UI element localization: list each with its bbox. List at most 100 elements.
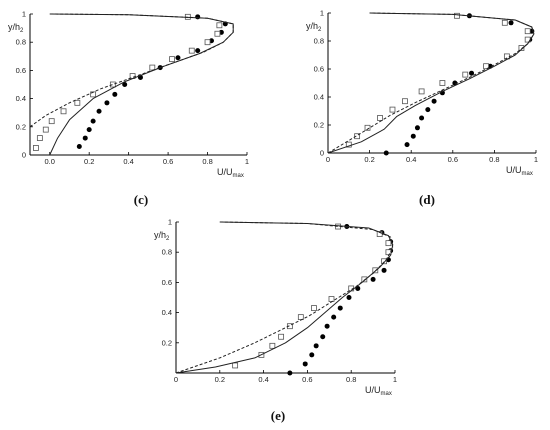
filled-circle-point bbox=[112, 91, 118, 97]
filled-circle-point bbox=[508, 20, 514, 26]
filled-circle-point bbox=[383, 150, 389, 156]
x-axis-label: U/Umax bbox=[506, 165, 533, 177]
open-square-point bbox=[418, 88, 425, 95]
filled-circle-point bbox=[90, 118, 96, 124]
y-tick-label: 1 bbox=[320, 9, 324, 18]
open-square-point bbox=[439, 80, 446, 86]
y-tick-label: 1 bbox=[168, 218, 172, 227]
y-tick-label: 0 bbox=[320, 149, 324, 158]
y-tick-label: 0 bbox=[22, 151, 26, 160]
filled-circle-point bbox=[287, 370, 293, 376]
open-square-point bbox=[269, 342, 276, 349]
filled-circle-point bbox=[324, 323, 330, 329]
open-square-point bbox=[501, 19, 508, 26]
x-tick-label: 0.8 bbox=[489, 155, 499, 164]
dashed-curve bbox=[327, 12, 535, 154]
x-axis-label-sub: max bbox=[233, 173, 244, 179]
panel-label-e: (e) bbox=[271, 408, 285, 423]
y-tick-label: 0.6 bbox=[16, 66, 26, 75]
filled-circle-point bbox=[331, 314, 337, 320]
open-square-point bbox=[345, 141, 352, 148]
x-tick-label: 0.6 bbox=[302, 375, 312, 384]
y-tick-label: 0.6 bbox=[162, 278, 172, 287]
x-tick-label: 1 bbox=[393, 375, 397, 384]
x-tick-label: 0.2 bbox=[84, 157, 94, 166]
x-axis-label-sub: max bbox=[522, 171, 533, 177]
open-square-point bbox=[328, 296, 335, 302]
open-square-point bbox=[402, 98, 408, 105]
filled-circle-point bbox=[452, 80, 458, 86]
y-tick-label: 0.2 bbox=[162, 338, 172, 347]
filled-circle-point bbox=[414, 125, 420, 131]
open-square-point bbox=[372, 267, 379, 274]
x-tick-label: 0.4 bbox=[123, 157, 133, 166]
filled-circle-point bbox=[381, 267, 387, 273]
dashed-curve bbox=[175, 221, 394, 374]
open-square-point bbox=[518, 45, 525, 51]
x-tick-label: 0.0 bbox=[45, 157, 55, 166]
filled-circle-point bbox=[104, 100, 110, 106]
y-tick-label: 0.4 bbox=[314, 93, 324, 102]
open-square-point bbox=[188, 47, 195, 54]
filled-circle-point bbox=[76, 144, 82, 150]
y-tick-label: 0.8 bbox=[314, 37, 324, 46]
open-square-point bbox=[483, 63, 489, 70]
open-square-point bbox=[278, 333, 285, 340]
open-square-point bbox=[169, 56, 175, 63]
open-square-point bbox=[204, 39, 211, 46]
open-square-point bbox=[36, 135, 43, 141]
panel-label-c: (c) bbox=[134, 192, 148, 207]
filled-circle-point bbox=[309, 352, 315, 358]
open-square-point bbox=[385, 249, 392, 256]
filled-circle-point bbox=[175, 55, 181, 61]
filled-circle-point bbox=[346, 295, 352, 300]
filled-circle-point bbox=[370, 276, 376, 282]
y-tick-label: 0.2 bbox=[16, 122, 26, 131]
x-tick-label: 0.8 bbox=[202, 157, 212, 166]
filled-circle-point bbox=[431, 98, 437, 104]
x-tick-label: 0 bbox=[326, 155, 330, 164]
panel-label-d: (d) bbox=[419, 192, 435, 207]
solid-curve bbox=[327, 12, 535, 154]
dashed-curve bbox=[29, 13, 234, 128]
x-tick-label: 0.2 bbox=[215, 375, 225, 384]
filled-circle-point bbox=[337, 305, 343, 311]
y-axis-label: y/h2 bbox=[306, 21, 322, 33]
x-tick-label: 0.2 bbox=[364, 155, 374, 164]
x-tick-label: 0.8 bbox=[346, 375, 356, 384]
solid-curve bbox=[175, 221, 394, 374]
open-square-point bbox=[385, 240, 392, 247]
open-square-point bbox=[214, 30, 221, 37]
open-square-point bbox=[454, 12, 460, 19]
filled-circle-point bbox=[404, 142, 410, 148]
open-square-point bbox=[524, 28, 531, 35]
open-square-point bbox=[33, 145, 39, 151]
solid-curve bbox=[49, 13, 234, 156]
x-tick-label: 0.6 bbox=[448, 155, 458, 164]
filled-circle-point bbox=[96, 108, 102, 114]
filled-circle-point bbox=[302, 361, 308, 367]
x-tick-label: 0.4 bbox=[258, 375, 268, 384]
open-square-point bbox=[364, 124, 371, 131]
y-axis-label-sub: 2 bbox=[166, 236, 170, 242]
open-square-point bbox=[361, 276, 368, 283]
panel-c: (c) 0.0 0.2 0.4 0.6 0.8 1 0 0.2 0.4 0.6 0.8 1 y/h2 U/… bbox=[8, 10, 249, 208]
y-axis-label: y/h2 bbox=[154, 230, 170, 242]
x-tick-label: 0.6 bbox=[163, 157, 173, 166]
x-axis-label-sub: max bbox=[381, 391, 392, 397]
y-tick-label: 0.6 bbox=[314, 65, 324, 74]
open-square-point bbox=[216, 22, 223, 29]
open-square-point bbox=[354, 133, 361, 140]
y-tick-label: 0.4 bbox=[16, 94, 26, 103]
open-square-point bbox=[42, 126, 49, 133]
y-tick-label: 1 bbox=[22, 10, 26, 19]
open-square-point bbox=[48, 118, 55, 125]
open-square-point bbox=[376, 231, 383, 237]
y-tick-label: 0.4 bbox=[162, 308, 172, 317]
panel-d: (d) 0 0.2 0.4 0.6 0.8 1 0 0.2 0.4 0.6 0.8 1 y/h2 U/Um… bbox=[306, 9, 538, 208]
x-tick-label: 1 bbox=[245, 157, 249, 166]
filled-circle-point bbox=[195, 14, 201, 20]
open-square-point bbox=[232, 362, 239, 369]
filled-circle-point bbox=[469, 70, 475, 76]
